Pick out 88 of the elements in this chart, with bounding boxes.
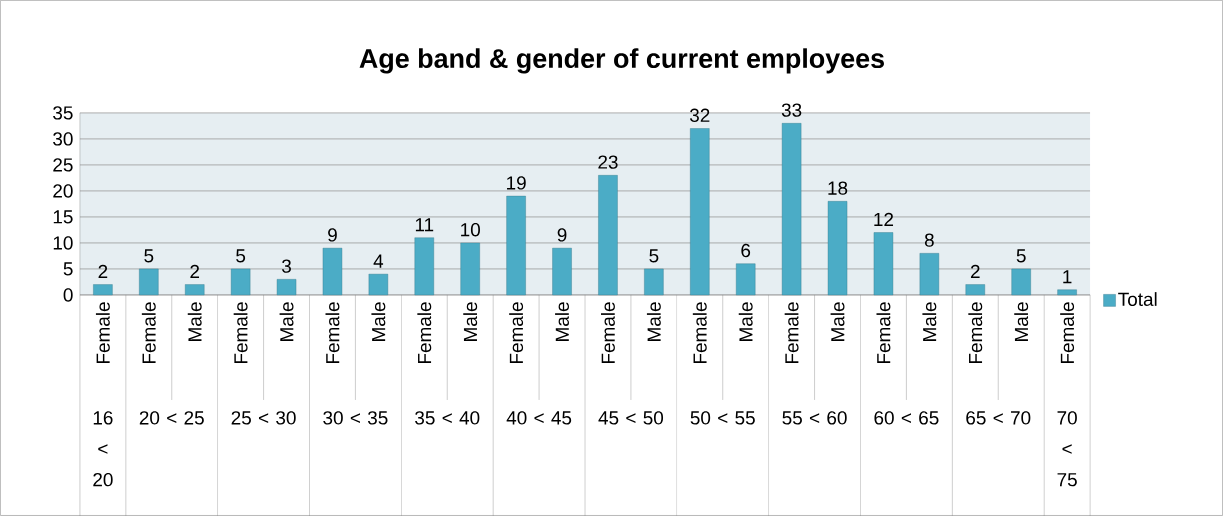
x-tick-label: Female bbox=[784, 302, 799, 363]
x-tick-label: Female bbox=[968, 302, 983, 363]
data-label: 2 bbox=[98, 264, 108, 278]
x-tick-label: Male bbox=[922, 302, 937, 341]
bar bbox=[276, 279, 297, 296]
x-tick-label: Male bbox=[830, 302, 845, 341]
text: 30 < 35 bbox=[323, 411, 388, 425]
data-label: 9 bbox=[328, 228, 337, 242]
text: 60 < 65 bbox=[874, 411, 939, 425]
x-tick-label: Female bbox=[692, 302, 707, 363]
y-tick-label: 25 bbox=[53, 158, 73, 172]
x-tick-label: Female bbox=[233, 302, 248, 363]
text: 20 < 25 bbox=[139, 411, 204, 425]
x-tick-label: Female bbox=[141, 302, 156, 363]
bar bbox=[644, 268, 664, 296]
y-tick-label: 10 bbox=[53, 236, 73, 250]
bar bbox=[736, 263, 756, 296]
bar bbox=[965, 284, 985, 296]
data-label: 8 bbox=[924, 233, 934, 247]
x-tick-label: Male bbox=[187, 302, 202, 341]
x-tick-label: Female bbox=[1060, 302, 1075, 363]
legend-label: Total bbox=[1118, 292, 1157, 306]
x-tick-label: Female bbox=[95, 302, 110, 363]
y-tick-label: 35 bbox=[53, 106, 73, 120]
y-tick-label: 15 bbox=[53, 210, 73, 224]
bar bbox=[781, 123, 802, 296]
text: 16 < 20 bbox=[93, 411, 113, 487]
data-label: 32 bbox=[689, 108, 710, 122]
bar bbox=[552, 247, 572, 296]
text: 50 < 55 bbox=[690, 411, 755, 425]
data-label: 10 bbox=[461, 222, 480, 237]
bar bbox=[322, 247, 343, 296]
data-label: 12 bbox=[874, 212, 894, 226]
bar bbox=[1011, 268, 1031, 296]
data-label: 5 bbox=[144, 249, 154, 263]
data-label: 18 bbox=[828, 181, 848, 195]
data-label: 23 bbox=[598, 155, 618, 169]
bar bbox=[93, 284, 113, 296]
text: 40 < 45 bbox=[506, 411, 572, 425]
data-label: 6 bbox=[741, 243, 751, 258]
text: 25 < 30 bbox=[231, 411, 296, 425]
y-tick-label: 5 bbox=[63, 262, 73, 276]
text: 65 < 70 bbox=[966, 411, 1031, 425]
chart-title: Age band & gender of current employees bbox=[359, 48, 884, 74]
bar bbox=[1057, 289, 1077, 296]
data-label: 5 bbox=[649, 249, 659, 263]
data-label: 2 bbox=[970, 264, 980, 278]
data-label: 3 bbox=[282, 259, 291, 273]
x-tick-label: Female bbox=[509, 302, 524, 363]
bar bbox=[506, 195, 526, 296]
x-tick-label: Male bbox=[279, 302, 294, 341]
bar bbox=[873, 232, 894, 296]
x-tick-label: Male bbox=[738, 302, 753, 341]
bar bbox=[919, 253, 940, 296]
y-tick-label: 20 bbox=[53, 184, 73, 198]
text: 55 < 60 bbox=[782, 411, 847, 425]
text: 70 < 75 bbox=[1057, 411, 1077, 487]
bar bbox=[139, 268, 159, 296]
x-tick-label: Female bbox=[601, 302, 615, 363]
data-label: 2 bbox=[190, 264, 200, 278]
x-tick-label: Female bbox=[325, 302, 340, 363]
x-tick-label: Male bbox=[1014, 302, 1029, 341]
data-label: 19 bbox=[507, 176, 526, 190]
bar bbox=[690, 128, 710, 296]
x-tick-label: Female bbox=[417, 302, 432, 363]
bar bbox=[827, 201, 848, 296]
bar bbox=[460, 242, 480, 296]
data-label: 5 bbox=[236, 249, 246, 263]
bar bbox=[598, 175, 618, 296]
bar bbox=[185, 284, 205, 296]
data-label: 1 bbox=[1063, 270, 1072, 284]
x-tick-label: Male bbox=[463, 302, 478, 341]
y-tick-label: 0 bbox=[63, 288, 73, 302]
data-label: 4 bbox=[373, 254, 384, 268]
x-tick-label: Male bbox=[555, 302, 569, 341]
data-label: 33 bbox=[781, 103, 802, 117]
data-label: 5 bbox=[1016, 249, 1026, 263]
text: 45 < 50 bbox=[598, 411, 664, 425]
bar bbox=[414, 237, 434, 296]
bar bbox=[230, 268, 251, 296]
x-tick-label: Male bbox=[371, 302, 386, 341]
x-tick-label: Male bbox=[646, 302, 661, 341]
y-tick-label: 30 bbox=[53, 132, 73, 146]
bar bbox=[368, 273, 389, 296]
data-label: 9 bbox=[557, 228, 567, 242]
x-tick-label: Female bbox=[876, 302, 891, 363]
data-label: 11 bbox=[415, 218, 434, 232]
text: 35 < 40 bbox=[415, 411, 480, 425]
